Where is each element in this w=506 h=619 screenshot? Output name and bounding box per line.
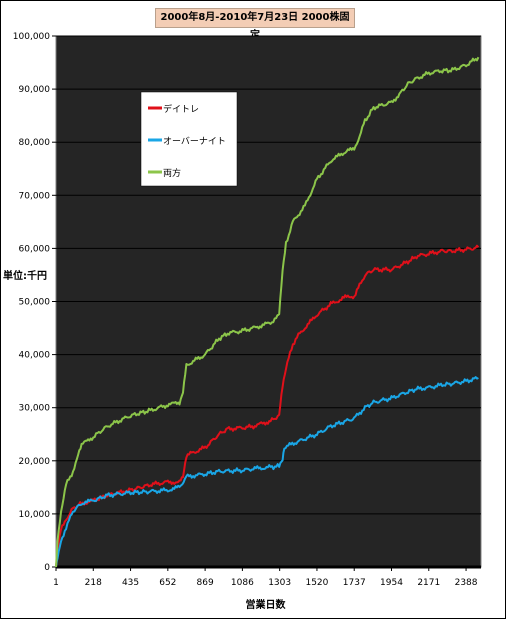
x-tick-label: 652 bbox=[159, 578, 176, 588]
x-axis-ticks: 1 218 435 652 869 1086 1303 1520 1737 1954 2171 238… bbox=[53, 565, 481, 588]
x-tick-label: 1954 bbox=[380, 578, 403, 588]
legend-label: オーバーナイト bbox=[163, 136, 226, 147]
x-tick-label: 869 bbox=[197, 578, 214, 588]
legend-label: デイトレ bbox=[163, 103, 199, 115]
x-tick-label: 1737 bbox=[343, 578, 366, 588]
x-tick-label: 1303 bbox=[268, 578, 291, 588]
legend-label: 両方 bbox=[163, 167, 181, 179]
series-line bbox=[55, 376, 479, 568]
series-lines bbox=[55, 56, 480, 568]
x-tick-label: 1 bbox=[53, 578, 59, 588]
y-tick-label: 80,000 bbox=[19, 138, 51, 148]
x-tick-label: 1520 bbox=[305, 578, 328, 588]
x-tick-label: 2171 bbox=[417, 578, 440, 588]
y-tick-label: 70,000 bbox=[19, 191, 51, 201]
y-tick-label: 50,000 bbox=[19, 298, 51, 308]
x-tick-label: 435 bbox=[122, 578, 139, 588]
y-axis-ticks: 0 10,000 20,000 30,000 40,000 50,000 60,000 70,… bbox=[13, 32, 56, 573]
y-tick-label: 40,000 bbox=[19, 351, 51, 361]
y-tick-label: 30,000 bbox=[19, 404, 51, 414]
x-tick-label: 2388 bbox=[455, 578, 478, 588]
y-tick-label: 10,000 bbox=[19, 510, 51, 520]
y-tick-label: 0 bbox=[44, 563, 50, 573]
gridlines bbox=[56, 35, 481, 515]
x-axis-label: 営業日数 bbox=[246, 598, 287, 611]
y-tick-label: 60,000 bbox=[19, 244, 51, 254]
y-axis-label: 単位:千円 bbox=[3, 269, 47, 282]
series-line bbox=[55, 56, 480, 568]
y-tick-label: 90,000 bbox=[19, 85, 51, 95]
y-tick-label: 100,000 bbox=[13, 32, 50, 42]
y-tick-label: 20,000 bbox=[19, 457, 51, 467]
x-tick-label: 1086 bbox=[231, 578, 254, 588]
x-tick-label: 218 bbox=[85, 578, 102, 588]
